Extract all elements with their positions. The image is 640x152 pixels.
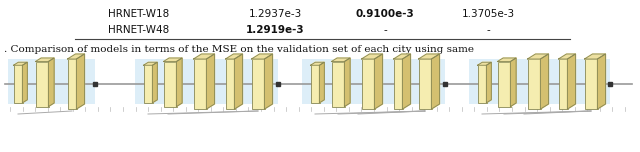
Polygon shape bbox=[486, 62, 492, 103]
Polygon shape bbox=[332, 58, 350, 62]
Polygon shape bbox=[13, 62, 28, 65]
Polygon shape bbox=[559, 54, 575, 59]
Polygon shape bbox=[207, 54, 214, 109]
Polygon shape bbox=[431, 54, 440, 109]
Bar bbox=[527, 59, 541, 109]
Polygon shape bbox=[252, 54, 273, 59]
Polygon shape bbox=[35, 58, 54, 62]
Text: HRNET-W48: HRNET-W48 bbox=[108, 25, 169, 35]
Text: 0.9100e-3: 0.9100e-3 bbox=[356, 9, 414, 19]
Text: 1.2937e-3: 1.2937e-3 bbox=[248, 9, 301, 19]
Polygon shape bbox=[541, 54, 548, 109]
Polygon shape bbox=[598, 54, 605, 109]
Polygon shape bbox=[310, 62, 324, 65]
Bar bbox=[135, 59, 278, 104]
Bar bbox=[163, 62, 177, 107]
Polygon shape bbox=[77, 54, 84, 109]
Polygon shape bbox=[234, 54, 243, 109]
Polygon shape bbox=[419, 54, 440, 59]
Polygon shape bbox=[177, 58, 182, 107]
Polygon shape bbox=[49, 58, 54, 107]
Bar bbox=[193, 59, 207, 109]
Bar bbox=[252, 59, 264, 109]
Bar bbox=[559, 59, 568, 109]
Polygon shape bbox=[497, 58, 516, 62]
Bar bbox=[584, 59, 598, 109]
Bar bbox=[477, 65, 486, 103]
Text: 1.2919e-3: 1.2919e-3 bbox=[246, 25, 304, 35]
Bar bbox=[13, 65, 22, 103]
Polygon shape bbox=[527, 54, 548, 59]
Bar bbox=[67, 59, 77, 109]
Bar bbox=[143, 65, 152, 103]
Polygon shape bbox=[143, 62, 157, 65]
Bar bbox=[35, 62, 49, 107]
Text: -: - bbox=[383, 25, 387, 35]
Polygon shape bbox=[67, 54, 84, 59]
Bar bbox=[310, 65, 319, 103]
Polygon shape bbox=[264, 54, 273, 109]
Bar bbox=[225, 59, 234, 109]
Bar bbox=[469, 59, 610, 104]
Text: -: - bbox=[486, 25, 490, 35]
Polygon shape bbox=[403, 54, 410, 109]
Bar bbox=[8, 59, 95, 104]
Polygon shape bbox=[319, 62, 324, 103]
Text: . Comparison of models in terms of the MSE on the validation set of each city us: . Comparison of models in terms of the M… bbox=[4, 45, 474, 55]
Polygon shape bbox=[374, 54, 383, 109]
Bar bbox=[302, 59, 445, 104]
Polygon shape bbox=[394, 54, 410, 59]
Polygon shape bbox=[362, 54, 383, 59]
Polygon shape bbox=[568, 54, 575, 109]
Bar bbox=[497, 62, 511, 107]
Polygon shape bbox=[225, 54, 243, 59]
Polygon shape bbox=[163, 58, 182, 62]
Bar bbox=[362, 59, 374, 109]
Polygon shape bbox=[477, 62, 492, 65]
Polygon shape bbox=[193, 54, 214, 59]
Polygon shape bbox=[344, 58, 350, 107]
Polygon shape bbox=[511, 58, 516, 107]
Polygon shape bbox=[22, 62, 28, 103]
Polygon shape bbox=[152, 62, 157, 103]
Text: HRNET-W18: HRNET-W18 bbox=[108, 9, 169, 19]
Bar bbox=[394, 59, 403, 109]
Bar bbox=[332, 62, 344, 107]
Text: 1.3705e-3: 1.3705e-3 bbox=[461, 9, 515, 19]
Polygon shape bbox=[584, 54, 605, 59]
Bar bbox=[419, 59, 431, 109]
